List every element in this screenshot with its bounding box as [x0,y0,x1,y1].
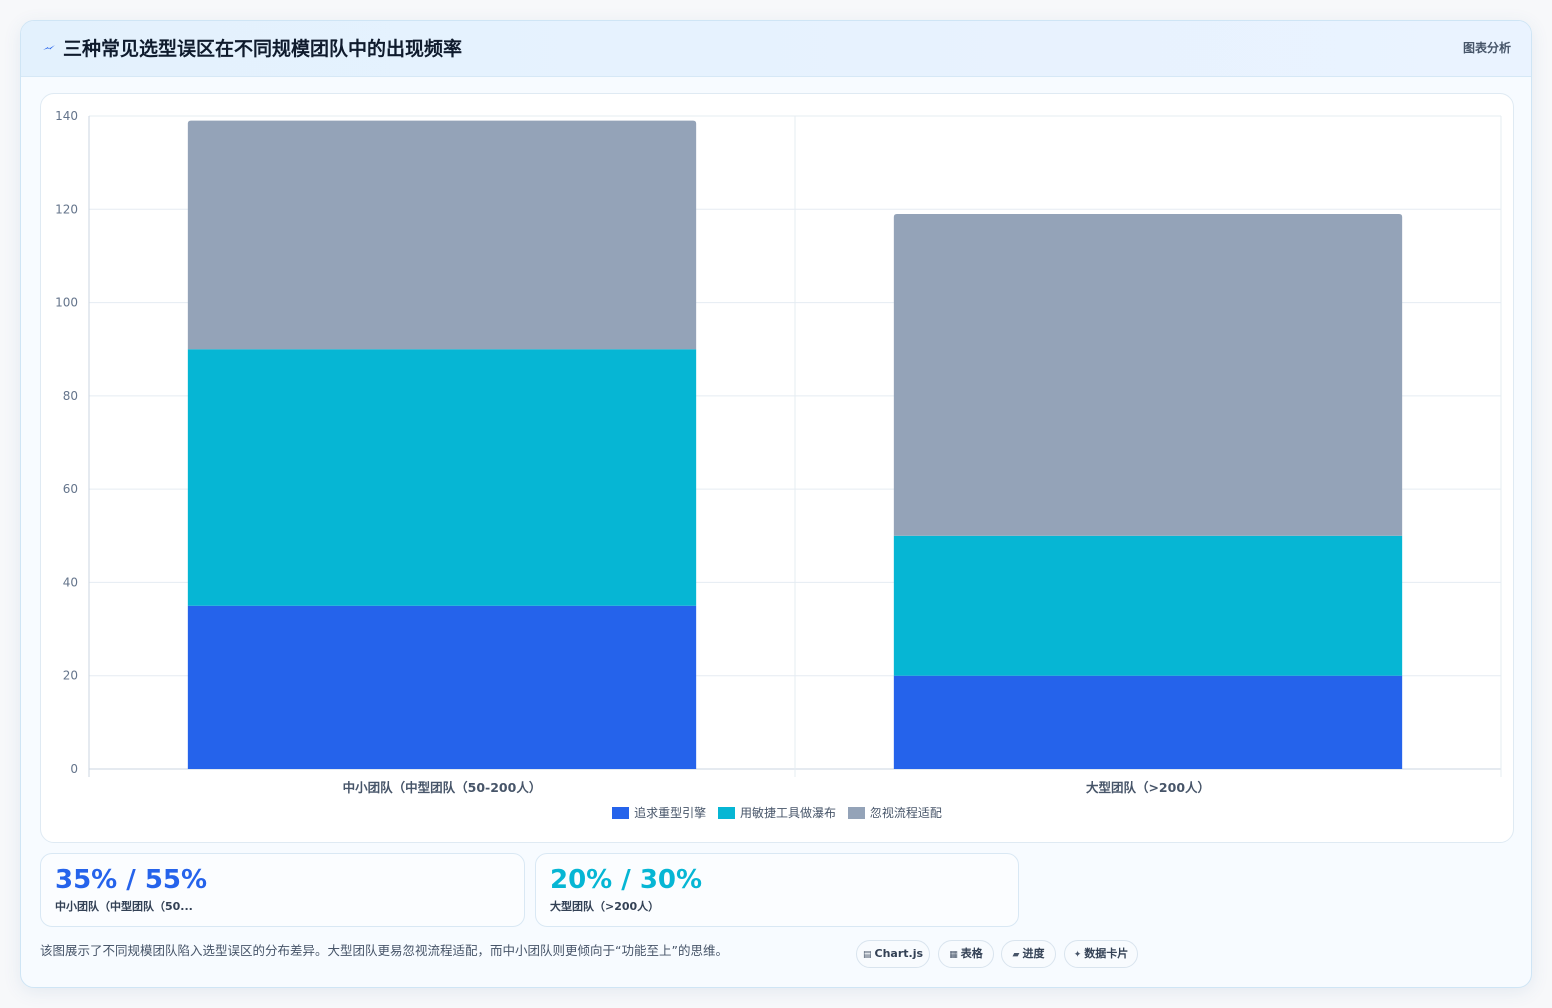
legend-swatch [847,807,865,819]
stat-card-small-team: 35% / 55% 中小团队（中型团队（50... [40,853,525,927]
chart-panel: 0 20 40 60 80 100 120 140 中小团队（中型团队（50-200人） 大型团队… [40,93,1514,843]
y-tick-label: 20 [63,669,78,683]
bar-segment [187,349,697,606]
bar-segment [893,675,1403,769]
y-tick-label: 100 [55,296,78,310]
lightning-icon [43,45,55,50]
card-header: 三种常见选型误区在不同规模团队中的出现频率 图表分析 [21,21,1531,77]
chip-progress[interactable]: ▰ 进度 [1001,940,1056,968]
legend-swatch [717,807,735,819]
stat-value: 35% / 55% [55,865,208,895]
stat-card-large-team: 20% / 30% 大型团队（>200人） [535,853,1019,927]
chart-legend: 追求重型引擎 用敏捷工具做瀑布 忽视流程适配 [41,804,1513,821]
bar-segment [893,213,1403,536]
chart-analysis-label[interactable]: 图表分析 [1462,41,1511,55]
legend-swatch [612,807,630,819]
legend-item-ignore-process[interactable]: 忽视流程适配 [847,804,942,821]
bar-segment [187,120,697,350]
sparkle-icon: ✦ [1073,950,1082,960]
bar-segment [187,605,697,769]
y-tick-label: 80 [63,389,78,403]
y-tick-label: 120 [55,202,78,216]
progress-icon: ▰ [1012,950,1020,960]
stat-value: 20% / 30% [550,865,703,895]
y-tick-label: 140 [55,109,78,123]
y-tick-label: 40 [63,575,78,589]
chart-card: 三种常见选型误区在不同规模团队中的出现频率 图表分析 0 20 40 60 80 100 1… [20,20,1532,988]
bar-segment [893,535,1403,676]
stacked-bar-chart: 0 20 40 60 80 100 120 140 中小团队（中型团队（50-200人） 大型团队… [55,109,1502,795]
chart-description: 该图展示了不同规模团队陷入选型误区的分布差异。大型团队更易忽视流程适配，而中小团… [40,943,728,958]
x-tick-label: 大型团队（>200人） [1086,780,1210,795]
table-icon: ▦ [949,950,958,960]
chip-chartjs[interactable]: ▤ Chart.js [856,940,930,968]
legend-item-agile-waterfall[interactable]: 用敏捷工具做瀑布 [717,804,836,821]
stat-label: 大型团队（>200人） [550,900,660,913]
y-tick-label: 60 [63,482,78,496]
stat-label: 中小团队（中型团队（50... [55,900,193,913]
x-tick-label: 中小团队（中型团队（50-200人） [343,780,542,795]
chart-title: 三种常见选型误区在不同规模团队中的出现频率 [63,38,463,60]
chip-data-card[interactable]: ✦ 数据卡片 [1064,940,1138,968]
y-tick-label: 0 [70,762,78,776]
chart-icon: ▤ [862,950,872,960]
chip-table[interactable]: ▦ 表格 [938,940,994,968]
legend-item-heavy-engine[interactable]: 追求重型引擎 [612,804,706,821]
